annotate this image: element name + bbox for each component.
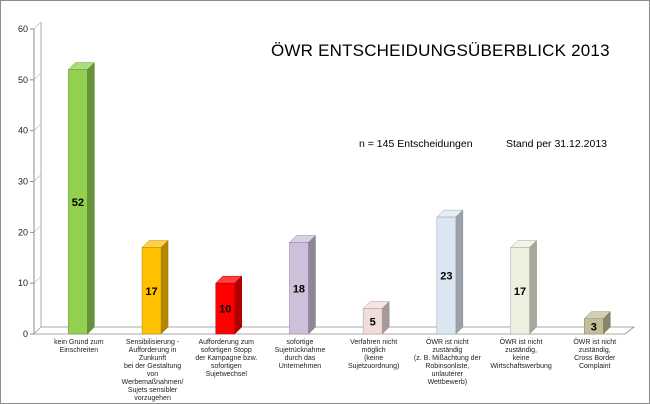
bar-value-label: 17 — [145, 286, 157, 298]
bar-value-label: 5 — [370, 316, 376, 328]
bar-side — [160, 239, 169, 335]
category-label: Aufforderung zum sofortigen Stopp der Ka… — [195, 339, 258, 378]
bar-value-label: 18 — [293, 283, 305, 295]
y-tick-label: 10 — [18, 278, 28, 288]
y-tick-depth — [33, 123, 42, 131]
bar-side — [455, 209, 464, 335]
bar — [141, 247, 162, 335]
bar — [584, 318, 604, 335]
category-label: ÖWR ist nicht zuständig (z. B. Mißachtun… — [413, 339, 481, 386]
y-tick-label: 40 — [18, 126, 28, 136]
bar-value-label: 17 — [514, 286, 526, 298]
bar-value-label: 3 — [591, 321, 597, 333]
y-tick-label: 50 — [18, 75, 28, 85]
y-tick-depth — [33, 275, 42, 284]
bar — [362, 308, 383, 335]
category-label: ÖWR ist nicht zuständig, keine Wirtschaf… — [490, 339, 552, 370]
bar-side — [308, 234, 316, 335]
chart-floor — [33, 326, 636, 335]
y-tick-label: 0 — [23, 329, 28, 339]
y-tick-depth — [33, 72, 42, 81]
category-label: Verfahren nicht möglich (keine Sujetzuor… — [347, 339, 400, 370]
y-tick-depth — [33, 21, 42, 30]
y-tick-depth — [33, 174, 42, 182]
bar — [510, 247, 530, 335]
category-label: kein Grund zum Einschreiten — [54, 339, 104, 354]
y-tick-depth — [33, 225, 42, 233]
bar-side — [87, 62, 95, 335]
y-tick-label: 60 — [18, 24, 28, 34]
date-note: Stand per 31.12.2013 — [506, 138, 608, 150]
category-label: ÖWR ist nicht zuständig, Cross Border Co… — [573, 339, 617, 370]
y-tick-depth — [33, 326, 42, 335]
bar-value-label: 23 — [440, 271, 452, 283]
bar-value-label: 10 — [219, 304, 231, 316]
bar — [289, 242, 309, 335]
bar-side — [234, 275, 242, 335]
y-tick-label: 20 — [18, 227, 28, 237]
bar-side — [529, 239, 537, 335]
sample-size-note: n = 145 Entscheidungen — [359, 138, 473, 150]
bar — [215, 282, 235, 335]
bar — [436, 216, 457, 335]
chart-title: ÖWR ENTSCHEIDUNGSÜBERBLICK 2013 — [271, 41, 610, 60]
y-tick-label: 30 — [18, 177, 28, 187]
bar — [68, 69, 88, 335]
category-label: sofortige Sujetrücknahme durch das Unter… — [274, 339, 326, 370]
bar-value-label: 52 — [72, 197, 84, 209]
category-label: Sensibilisierung - Aufforderung in Zunku… — [121, 339, 184, 402]
